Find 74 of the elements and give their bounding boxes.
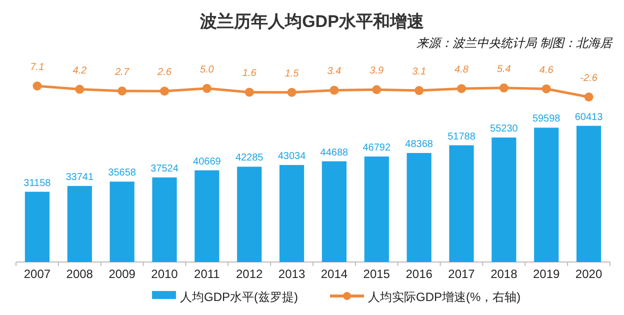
point [330, 86, 339, 95]
bar [576, 126, 602, 262]
bar [24, 192, 50, 262]
point [457, 84, 466, 94]
point [499, 83, 508, 92]
data-label: 46792 [362, 142, 391, 154]
bar [279, 165, 304, 262]
x-tick-label: 2020 [575, 267, 602, 281]
data-label: 3.1 [412, 66, 426, 78]
x-tick-label: 2010 [151, 267, 178, 281]
x-tick-label: 2016 [406, 267, 433, 281]
point [202, 84, 212, 93]
point [584, 92, 594, 102]
point [32, 82, 42, 90]
data-label: 59598 [532, 114, 561, 125]
data-label: 31158 [24, 178, 52, 189]
x-tick-label: 2019 [533, 267, 560, 281]
point [118, 86, 127, 96]
chart-title: 波兰历年人均GDP水平和增速 [199, 12, 424, 31]
point [542, 84, 551, 94]
x-tick-label: 2013 [278, 267, 306, 281]
bar [237, 166, 262, 262]
data-label: 5.0 [200, 64, 214, 76]
x-tick-label: 2018 [490, 267, 518, 281]
data-label: 37524 [150, 163, 179, 174]
bar [110, 182, 134, 262]
bar [152, 177, 177, 262]
data-label: 2.6 [156, 67, 172, 78]
x-tick-label: 2009 [108, 267, 136, 281]
bar [406, 152, 432, 262]
data-label: 51788 [448, 131, 476, 142]
data-label: 3.4 [327, 66, 342, 78]
data-label: 2.7 [114, 66, 130, 78]
data-label: 55230 [490, 124, 518, 135]
data-label: 42285 [235, 152, 264, 164]
x-tick-label: 2014 [320, 267, 348, 281]
x-tick-label: 2008 [66, 267, 94, 281]
x-tick-label: 2015 [363, 267, 390, 281]
legend-label: 人均GDP水平(兹罗提) [180, 290, 298, 304]
point [75, 84, 84, 94]
data-label: 5.4 [496, 64, 512, 75]
data-label: 35658 [108, 168, 136, 179]
point [244, 88, 254, 97]
data-label: 7.1 [30, 62, 44, 73]
data-label: 43034 [278, 151, 306, 162]
data-label: 40669 [193, 156, 222, 168]
data-label: 1.5 [284, 68, 300, 80]
legend-label: 人均实际GDP增速(%，右轴) [368, 290, 521, 304]
data-label: 48368 [405, 138, 434, 150]
data-label: 60413 [574, 112, 604, 123]
data-label: -2.6 [580, 73, 598, 84]
bar [67, 186, 92, 262]
x-tick-label: 2012 [236, 267, 264, 281]
data-label: 3.9 [370, 66, 384, 77]
bar [534, 128, 559, 262]
bar [322, 161, 347, 262]
point [414, 86, 424, 96]
bar [364, 156, 389, 262]
bar [449, 145, 474, 262]
data-label: 4.2 [72, 65, 88, 76]
x-tick-label: 2007 [24, 267, 51, 281]
data-label: 33741 [66, 172, 94, 183]
bar [492, 138, 516, 262]
point [372, 85, 382, 94]
x-tick-label: 2011 [194, 267, 220, 281]
bar [194, 170, 220, 262]
point [160, 86, 169, 96]
point [287, 88, 296, 97]
source-note: 来源：波兰中央统计局 制图：北海居 [416, 36, 613, 50]
data-label: 4.8 [454, 64, 469, 76]
data-label: 4.6 [539, 64, 554, 76]
data-label: 1.6 [242, 68, 257, 80]
data-label: 44688 [320, 147, 349, 158]
x-tick-label: 2017 [448, 267, 476, 281]
